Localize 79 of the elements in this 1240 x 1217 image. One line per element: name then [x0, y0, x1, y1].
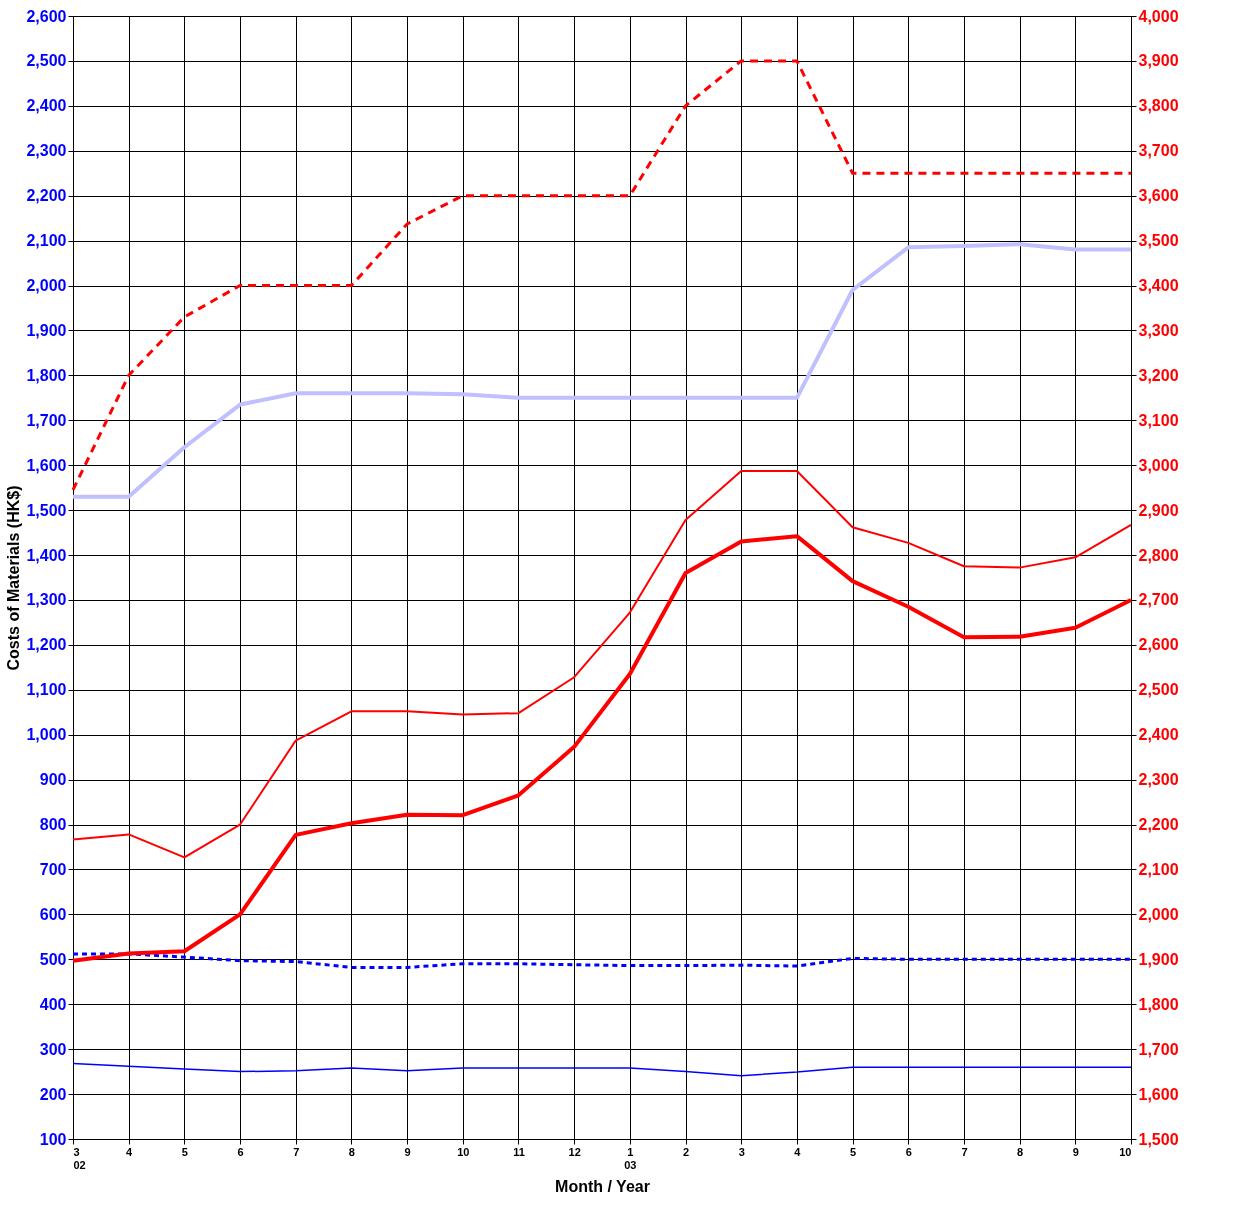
- line-series: [71, 59, 1133, 492]
- x-tick-label: 3 02: [73, 1145, 86, 1171]
- line-series: [71, 952, 1133, 969]
- y2-tick-label: 2,300: [1138, 771, 1179, 789]
- y2-tick-label: 3,700: [1138, 142, 1179, 160]
- y2-tick-label: 3,900: [1138, 52, 1179, 70]
- y-tick-label: 2,600: [26, 7, 67, 25]
- x-tick-label: 1 03: [624, 1145, 637, 1171]
- y2-tick-label: 3,500: [1138, 232, 1179, 250]
- y2-tick-label: 1,700: [1138, 1040, 1179, 1058]
- y-tick-label: 1,900: [26, 321, 67, 339]
- y2-tick-label: 2,100: [1138, 860, 1179, 878]
- x-tick-label: 8: [1017, 1145, 1024, 1158]
- y-tick-label: 1,100: [26, 681, 67, 699]
- y-tick-label: 2,500: [26, 52, 67, 70]
- y-tick-label: 1,800: [26, 366, 67, 384]
- y-tick-label: 2,200: [26, 187, 67, 205]
- y2-tick-label: 3,100: [1138, 411, 1179, 429]
- y-tick-label: 2,300: [26, 142, 67, 160]
- y2-tick-label: 4,000: [1138, 7, 1179, 25]
- x-tick-label: 2: [682, 1145, 690, 1158]
- y-tick-label: 700: [39, 860, 67, 878]
- x-tick-label: 7: [961, 1145, 968, 1158]
- x-tick-label: 4: [126, 1145, 134, 1158]
- y2-tick-label: 1,900: [1138, 950, 1179, 968]
- y-tick-label: 1,400: [26, 546, 67, 564]
- x-tick-label: 12: [568, 1145, 581, 1158]
- y-tick-label: 1,000: [26, 726, 67, 744]
- x-tick-label: 9: [1072, 1145, 1079, 1158]
- y2-tick-label: 3,200: [1138, 366, 1179, 384]
- y-tick-label: 400: [39, 995, 67, 1013]
- y2-tick-label: 1,600: [1138, 1085, 1179, 1103]
- x-tick-label: 10: [1119, 1145, 1132, 1158]
- y-tick-label: 300: [39, 1040, 67, 1058]
- y-tick-label: 900: [39, 771, 67, 789]
- y2-tick-label: 2,400: [1138, 726, 1179, 744]
- y2-tick-label: 3,600: [1138, 187, 1179, 205]
- y-axis-title: Costs of Materials (HK$): [5, 485, 23, 671]
- y2-tick-label: 2,600: [1138, 636, 1179, 654]
- y-tick-label: 2,100: [26, 232, 67, 250]
- y-tick-label: 1,600: [26, 456, 67, 474]
- x-tick-label: 8: [348, 1145, 355, 1158]
- x-tick-label: 6: [237, 1145, 244, 1158]
- x-tick-label: 10: [457, 1145, 470, 1158]
- y-tick-label: 1,700: [26, 411, 67, 429]
- y-tick-label: 1,200: [26, 636, 67, 654]
- y2-tick-label: 3,800: [1138, 97, 1179, 115]
- x-tick-label: 7: [293, 1145, 300, 1158]
- y2-tick-label: 3,400: [1138, 277, 1179, 295]
- y-tick-label: 600: [39, 905, 67, 923]
- y2-tick-label: 1,800: [1138, 995, 1179, 1013]
- y2-tick-label: 2,500: [1138, 681, 1179, 699]
- y2-tick-label: 3,000: [1138, 456, 1179, 474]
- y-tick-label: 500: [39, 950, 67, 968]
- y2-tick-label: 2,200: [1138, 816, 1179, 834]
- y2-tick-label: 2,000: [1138, 905, 1179, 923]
- y2-tick-label: 2,700: [1138, 591, 1179, 609]
- y2-tick-label: 2,800: [1138, 546, 1179, 564]
- y-tick-label: 200: [39, 1085, 67, 1103]
- x-tick-label: 5: [850, 1145, 857, 1158]
- y-tick-label: 2,000: [26, 277, 67, 295]
- y2-tick-label: 3,300: [1138, 321, 1179, 339]
- x-tick-label: 11: [513, 1145, 525, 1158]
- y-tick-label: 100: [39, 1130, 67, 1148]
- y2-tick-label: 1,500: [1138, 1130, 1179, 1148]
- x-axis-title: Month / Year: [555, 1177, 650, 1195]
- line-series: [71, 534, 1133, 963]
- x-tick-label: 5: [181, 1145, 188, 1158]
- y-tick-label: 1,300: [26, 591, 67, 609]
- y-tick-label: 2,400: [26, 97, 67, 115]
- y2-tick-label: 2,900: [1138, 501, 1179, 519]
- line-series: [71, 242, 1133, 499]
- x-tick-label: 4: [794, 1145, 802, 1158]
- x-tick-label: 9: [404, 1145, 411, 1158]
- line-series: [72, 1062, 1132, 1077]
- x-tick-label: 6: [905, 1145, 912, 1158]
- x-tick-label: 3: [738, 1145, 745, 1158]
- y-tick-label: 800: [39, 816, 67, 834]
- y-tick-label: 1,500: [26, 501, 67, 519]
